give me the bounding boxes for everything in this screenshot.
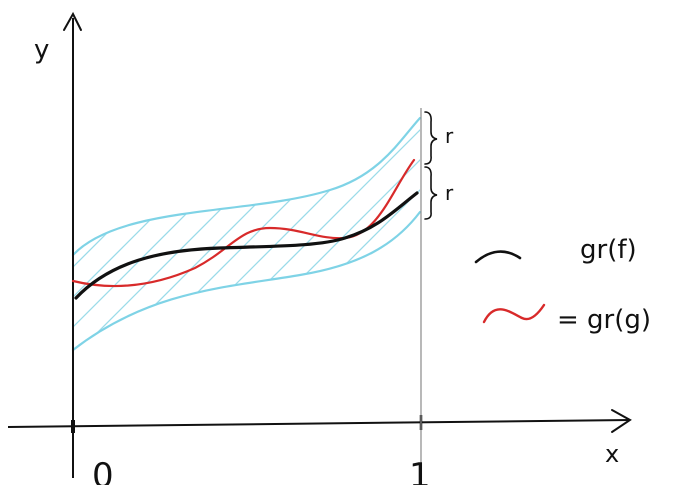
band-hatching — [0, 100, 675, 400]
hatch-stroke — [0, 100, 60, 400]
hatch-stroke — [73, 118, 271, 350]
lower-brace — [424, 166, 438, 220]
hatch-stroke — [480, 100, 675, 400]
y-axis-arrowhead — [63, 11, 82, 31]
hatch-stroke — [89, 118, 391, 350]
hatch-stroke — [419, 118, 420, 350]
upper-brace-label: r — [445, 124, 454, 148]
legend-g-label: = gr(g) — [557, 305, 651, 335]
hatch-stroke — [239, 118, 420, 350]
hatch-stroke — [73, 118, 121, 350]
x-tick-label-end: 1 — [409, 456, 431, 485]
hatch-stroke — [73, 118, 151, 350]
upper-brace — [424, 111, 438, 165]
x-tick-label-start: 0 — [92, 456, 114, 485]
hatch-stroke — [209, 118, 420, 350]
hatch-stroke — [269, 118, 420, 350]
legend-f-swatch — [474, 250, 522, 264]
lower-brace-label: r — [445, 181, 454, 205]
hatch-stroke — [73, 118, 301, 350]
band-upper-boundary — [71, 116, 422, 257]
x-axis-label: x — [605, 440, 619, 468]
hatch-stroke — [450, 100, 675, 400]
hatch-stroke — [179, 118, 420, 350]
x-axis-arrowhead — [611, 409, 632, 433]
band-lower-boundary — [71, 210, 422, 352]
hatch-stroke — [0, 100, 30, 400]
hatch-stroke — [660, 100, 675, 400]
hatch-stroke — [73, 118, 91, 350]
function-g-curve — [71, 158, 416, 288]
legend-g-swatch — [482, 303, 546, 324]
function-f-curve — [74, 191, 419, 300]
x-axis — [7, 419, 631, 428]
legend-f-label: gr(f) — [580, 235, 637, 265]
hatch-stroke — [630, 100, 675, 400]
hatch-stroke — [149, 118, 420, 350]
y-axis-label: y — [34, 35, 49, 65]
